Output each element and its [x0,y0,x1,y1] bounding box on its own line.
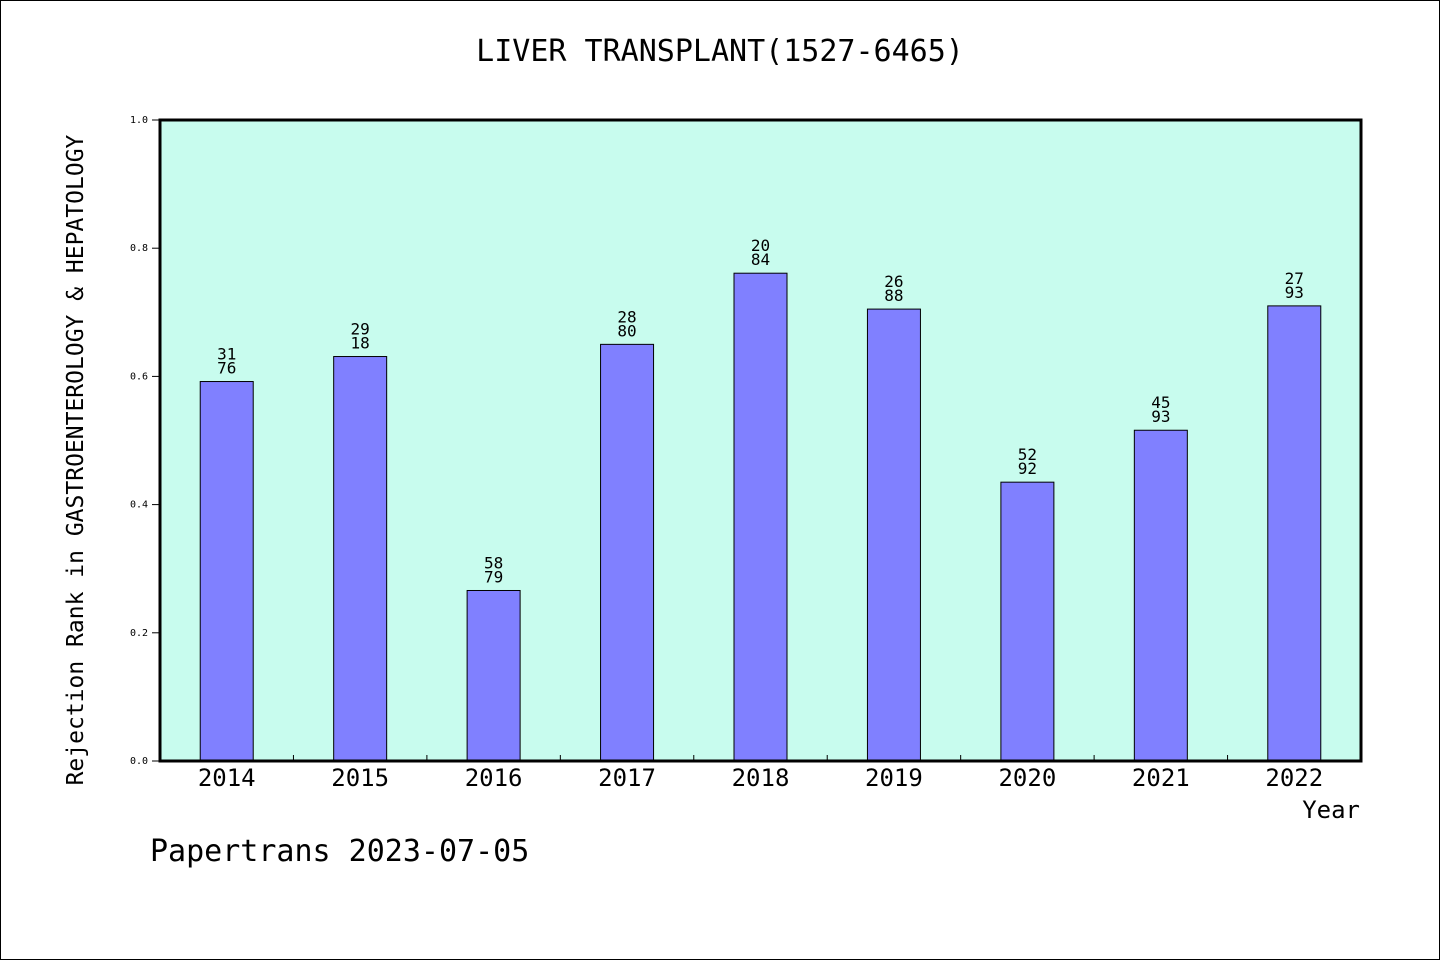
bar-2017 [600,343,655,762]
y-tick-label: 0.2 [130,628,148,639]
bar-label-bottom-2019: 88 [884,286,903,305]
plot-border [158,118,1363,763]
y-tick-label: 0.8 [130,243,148,254]
y-tick-label: 0.0 [130,756,148,767]
bar-label-top-2014: 31 [217,345,236,364]
bar-label-top-2016: 58 [484,553,503,572]
x-tick-label-2016: 2016 [465,764,523,792]
bar-label-top-2020: 52 [1018,445,1037,464]
bar-label-top-2018: 20 [751,236,770,255]
bar-2015 [333,356,388,762]
bar-label-top-2015: 29 [351,320,370,339]
bar-label-bottom-2018: 84 [751,250,770,269]
x-tick-label-2018: 2018 [732,764,790,792]
x-axis-label: Year [1302,796,1360,824]
bar-label-top-2021: 45 [1151,393,1170,412]
bar-label-bottom-2021: 93 [1151,407,1170,426]
bar-2022 [1267,305,1322,762]
bar-label-top-2017: 28 [617,307,636,326]
x-tick-label-2022: 2022 [1265,764,1323,792]
x-tick-label-2017: 2017 [598,764,656,792]
bar-2018 [733,272,788,762]
x-tick-label-2015: 2015 [331,764,389,792]
x-tick-label-2014: 2014 [198,764,256,792]
bar-label-bottom-2022: 93 [1285,283,1304,302]
x-tick-label-2020: 2020 [998,764,1056,792]
bar-label-bottom-2014: 76 [217,359,236,378]
y-tick-label: 0.6 [130,371,148,382]
x-tick-label-2021: 2021 [1132,764,1190,792]
chart-title: LIVER TRANSPLANT(1527-6465) [476,34,964,69]
bar-label-bottom-2015: 18 [351,334,370,353]
bar-2016 [466,589,521,762]
bar-label-bottom-2016: 79 [484,567,503,586]
bar-label-bottom-2020: 92 [1018,459,1037,478]
footer-text: Papertrans 2023-07-05 [150,834,530,869]
bar-label-top-2019: 26 [884,272,903,291]
bar-label-top-2022: 27 [1285,269,1304,288]
bar-2021 [1133,429,1188,762]
y-tick-label: 1.0 [130,115,148,126]
bar-2019 [866,308,921,762]
x-tick-label-2019: 2019 [865,764,923,792]
bar-2014 [199,381,254,762]
bar-2020 [1000,481,1055,762]
bar-label-bottom-2017: 80 [617,321,636,340]
y-tick-label: 0.4 [130,500,148,511]
